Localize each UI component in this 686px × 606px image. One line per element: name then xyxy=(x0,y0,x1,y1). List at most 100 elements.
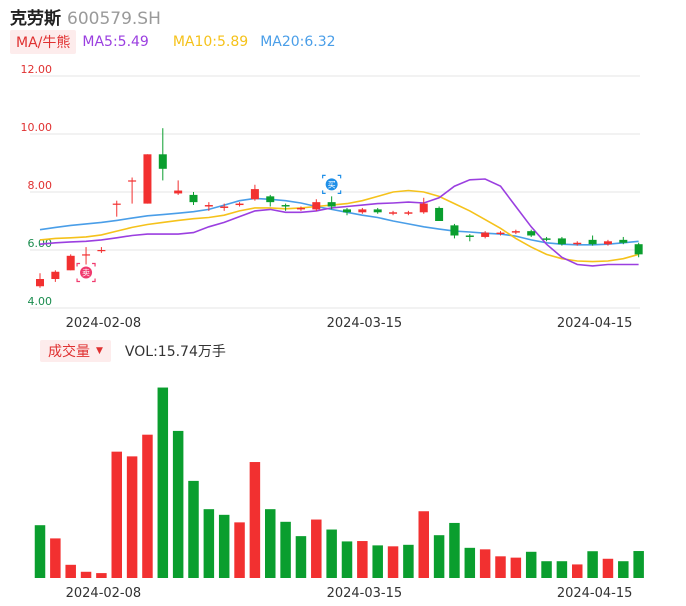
volume-bar xyxy=(449,522,460,578)
marker-bracket xyxy=(92,278,96,283)
candle-body xyxy=(527,231,536,236)
ma20-line xyxy=(39,197,639,246)
ma10-line xyxy=(39,189,639,263)
candle-body xyxy=(404,212,413,214)
volume-x-tick-label: 2024-04-15 xyxy=(557,586,633,601)
y-tick-label: 10.00 xyxy=(21,121,53,134)
ma10-label: MA10:5.89 xyxy=(172,34,249,50)
marker-bracket xyxy=(92,262,96,267)
candle-body xyxy=(450,225,459,236)
volume-bar xyxy=(541,561,552,578)
volume-bar xyxy=(265,509,276,578)
volume-bar xyxy=(556,561,568,578)
y-tick-label: 12.00 xyxy=(21,63,53,76)
volume-bar xyxy=(65,564,76,578)
candle-body xyxy=(143,154,152,204)
ma5-line xyxy=(39,178,639,267)
volume-bar xyxy=(249,462,261,578)
candle-body xyxy=(296,207,305,210)
marker-bracket xyxy=(76,278,81,283)
x-tick-label: 2024-02-08 xyxy=(66,316,142,331)
marker-bracket xyxy=(76,262,81,267)
volume-bar xyxy=(464,547,476,578)
volume-bar xyxy=(280,521,291,578)
candle-body xyxy=(158,154,167,169)
candle-body xyxy=(36,279,44,287)
y-tick-label: 4.00 xyxy=(28,295,53,308)
volume-bar xyxy=(188,480,199,578)
stock-header: 克劳斯 600579.SH xyxy=(10,4,161,29)
candle-body xyxy=(603,241,612,245)
candle-body xyxy=(373,209,382,213)
volume-bar xyxy=(142,434,153,578)
stock-name: 克劳斯 xyxy=(10,9,61,29)
marker-bracket xyxy=(337,190,342,194)
candle-body xyxy=(112,203,121,205)
marker-bracket xyxy=(337,174,342,179)
volume-bar xyxy=(587,551,598,578)
ma20-label: MA20:6.32 xyxy=(260,34,336,50)
candle-body xyxy=(174,190,183,194)
volume-legend: 成交量 ▼ VOL:15.74万手 xyxy=(40,340,226,362)
candle-body xyxy=(634,244,643,255)
volume-bar xyxy=(326,529,337,578)
buy-marker-icon: 买 xyxy=(322,174,342,194)
volume-bar xyxy=(479,549,491,578)
candle-body xyxy=(51,271,60,279)
x-tick-label: 2024-03-15 xyxy=(327,316,403,331)
candle-body xyxy=(465,235,474,237)
volume-bar xyxy=(126,456,138,578)
volume-indicator-label: 成交量 xyxy=(48,344,90,360)
candle-body xyxy=(82,254,91,256)
volume-bar xyxy=(572,564,583,578)
caret-down-icon: ▼ xyxy=(96,346,103,356)
volume-bar xyxy=(357,541,368,578)
candle-body xyxy=(389,212,398,214)
candle-body xyxy=(327,202,336,207)
candle-body xyxy=(235,203,244,206)
candle-body xyxy=(619,239,628,243)
volume-x-tick-label: 2024-03-15 xyxy=(327,586,403,601)
marker-label: 买 xyxy=(328,180,336,189)
candle-body xyxy=(189,194,198,203)
candle-body xyxy=(66,255,75,271)
volume-bar xyxy=(218,514,230,578)
ma-mode-toggle[interactable]: MA/牛熊 xyxy=(10,30,77,54)
candle-body xyxy=(358,209,367,213)
volume-bar xyxy=(403,544,414,578)
volume-bar xyxy=(34,525,46,578)
volume-bar xyxy=(433,535,445,578)
candle-body xyxy=(496,232,505,235)
volume-bar xyxy=(372,545,383,578)
candle-body xyxy=(312,202,321,210)
candle-body xyxy=(281,205,290,207)
candle-body xyxy=(419,203,428,213)
marker-label: 卖 xyxy=(82,269,90,278)
volume-bar xyxy=(311,519,322,578)
volume-bar xyxy=(618,561,629,578)
volume-bar xyxy=(172,430,184,578)
candle-body xyxy=(97,250,106,252)
volume-bar xyxy=(418,511,429,578)
sell-marker-icon: 卖 xyxy=(76,262,96,283)
y-tick-label: 6.00 xyxy=(28,237,53,250)
candle-body xyxy=(266,196,275,203)
volume-bar xyxy=(633,551,644,578)
candle-body xyxy=(204,205,213,207)
volume-bar xyxy=(96,573,107,578)
candle-body xyxy=(511,231,520,233)
candle-body xyxy=(435,207,444,221)
stock-code: 600579.SH xyxy=(67,9,161,29)
marker-bracket xyxy=(322,174,326,179)
marker-bracket xyxy=(322,190,326,194)
volume-indicator-dropdown[interactable]: 成交量 ▼ xyxy=(40,340,111,362)
volume-bar xyxy=(295,536,307,578)
volume-bar xyxy=(510,557,522,578)
candle-body xyxy=(250,189,259,200)
volume-bar xyxy=(495,556,506,578)
volume-bar xyxy=(80,571,92,578)
candle-body xyxy=(220,206,229,208)
volume-bar xyxy=(203,509,215,578)
y-tick-label: 8.00 xyxy=(28,179,53,192)
